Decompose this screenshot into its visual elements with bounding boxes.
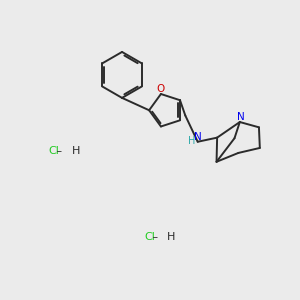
Text: H: H [71,146,80,157]
Text: Cl: Cl [48,146,59,157]
Text: –: – [53,146,66,157]
Text: H: H [167,232,176,242]
Text: Cl: Cl [144,232,155,242]
Text: H: H [188,136,195,146]
Text: –: – [149,232,162,242]
Text: N: N [194,132,202,142]
Text: O: O [157,84,165,94]
Text: N: N [236,112,244,122]
